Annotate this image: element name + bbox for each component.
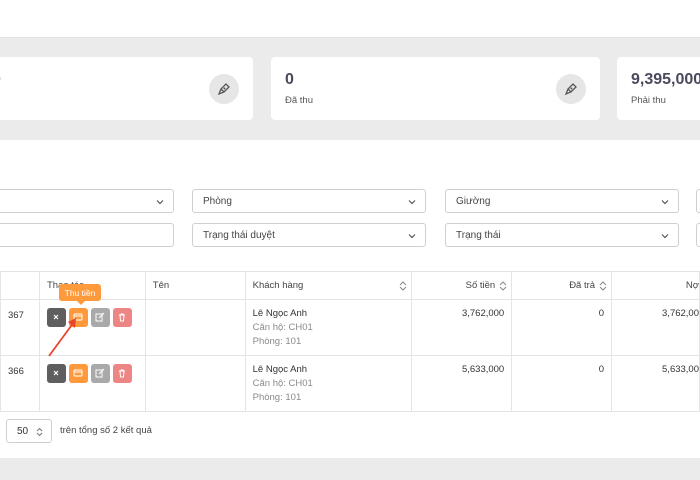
name-cell xyxy=(144,299,246,356)
column-header-code[interactable] xyxy=(0,271,40,300)
bed-select[interactable]: Giường xyxy=(445,189,679,213)
cancel-button[interactable] xyxy=(46,364,66,383)
name-cell xyxy=(144,355,246,412)
customer-cell: Lê Ngọc Anh Căn hộ: CH01 Phòng: 101 xyxy=(244,355,413,412)
top-header-bar xyxy=(0,0,700,38)
paid-cell: 0 xyxy=(511,355,613,412)
filter-select-first[interactable] xyxy=(0,189,174,213)
chevron-down-icon xyxy=(661,234,669,239)
trash-icon xyxy=(119,369,126,378)
stat-value: 0 xyxy=(0,71,1,89)
apartment-label: Căn hộ: CH01 xyxy=(252,322,313,333)
sort-icon[interactable] xyxy=(499,281,507,291)
page-size-value: 50 xyxy=(17,425,29,437)
filter-input-first[interactable] xyxy=(0,223,174,247)
credit-card-icon xyxy=(73,369,83,377)
debt-cell: 5,633,00 xyxy=(611,355,700,412)
chevron-down-icon xyxy=(408,234,416,239)
stat-label: Đã thu xyxy=(285,95,313,106)
column-header-name[interactable]: Tên xyxy=(144,271,246,300)
edit-icon xyxy=(95,312,105,322)
delete-button[interactable] xyxy=(112,364,132,383)
edit-button[interactable] xyxy=(90,364,110,383)
room-select[interactable]: Phòng xyxy=(192,189,426,213)
room-label: Phòng: 101 xyxy=(252,392,302,403)
collect-payment-tooltip: Thu tiền xyxy=(59,284,101,305)
debt-cell: 3,762,00 xyxy=(611,299,700,356)
cancel-button[interactable] xyxy=(46,308,66,327)
filter-input-extra[interactable] xyxy=(696,223,700,247)
customer-name: Lê Ngọc Anh xyxy=(252,308,308,319)
pen-nib-icon xyxy=(556,74,586,104)
stat-card-first: 0 xyxy=(0,57,253,120)
delete-button[interactable] xyxy=(112,308,132,327)
approval-status-select[interactable]: Trạng thái duyệt xyxy=(192,223,426,247)
chevron-down-icon xyxy=(661,200,669,205)
close-icon xyxy=(54,370,59,376)
table-header-row: Thao tác Tên Khách hàng Số tiền Đã trả N… xyxy=(0,271,700,300)
actions-cell xyxy=(38,355,146,412)
filter-select-extra[interactable] xyxy=(696,189,700,213)
sort-icon[interactable] xyxy=(399,281,407,291)
edit-button[interactable] xyxy=(90,308,110,327)
column-header-amount[interactable]: Số tiền xyxy=(411,271,513,300)
credit-card-icon xyxy=(73,313,83,321)
stat-label: Phải thu xyxy=(631,95,666,106)
chevron-down-icon xyxy=(156,200,164,205)
stat-value: 9,395,000 xyxy=(631,71,700,88)
invoice-code[interactable]: 366 xyxy=(0,355,40,412)
page-size-select[interactable]: 50 xyxy=(6,419,52,443)
spinner-arrows-icon xyxy=(36,427,43,437)
column-header-customer[interactable]: Khách hàng xyxy=(244,271,413,300)
result-summary: trên tổng số 2 kết quả xyxy=(60,425,152,436)
edit-icon xyxy=(95,368,105,378)
collect-payment-button[interactable] xyxy=(68,364,88,383)
column-header-paid[interactable]: Đã trả xyxy=(511,271,613,300)
sort-icon[interactable] xyxy=(599,281,607,291)
trash-icon xyxy=(119,313,126,322)
close-icon xyxy=(54,314,59,320)
stat-card-collected: 0 Đã thu xyxy=(271,57,600,120)
stat-value: 0 xyxy=(285,71,294,88)
column-header-debt[interactable]: Nợ xyxy=(611,271,700,300)
select-value: Giường xyxy=(456,195,491,207)
table-row: 366 Lê Ngọc Anh Căn hộ: CH01 Phòng: 101 … xyxy=(0,355,700,412)
customer-name: Lê Ngọc Anh xyxy=(252,364,308,375)
invoice-table: Thao tác Tên Khách hàng Số tiền Đã trả N… xyxy=(0,271,700,412)
room-label: Phòng: 101 xyxy=(252,336,302,347)
list-panel: Phòng Giường Trạng thái duyệt Trạng thái… xyxy=(0,140,700,458)
paid-cell: 0 xyxy=(511,299,613,356)
customer-cell: Lê Ngọc Anh Căn hộ: CH01 Phòng: 101 xyxy=(244,299,413,356)
select-value: Trạng thái duyệt xyxy=(203,229,275,241)
select-value: Trạng thái xyxy=(456,229,501,241)
stat-card-receivable: 9,395,000 Phải thu xyxy=(617,57,700,120)
amount-cell: 5,633,000 xyxy=(411,355,513,412)
status-select[interactable]: Trạng thái xyxy=(445,223,679,247)
amount-cell: 3,762,000 xyxy=(411,299,513,356)
invoice-code[interactable]: 367 xyxy=(0,299,40,356)
chevron-down-icon xyxy=(408,200,416,205)
pen-nib-icon xyxy=(209,74,239,104)
select-value: Phòng xyxy=(203,195,232,207)
pointer-arrow-icon xyxy=(48,318,76,357)
apartment-label: Căn hộ: CH01 xyxy=(252,378,313,389)
table-row: 367 Lê Ngọc Anh Căn hộ: CH01 Phòng: 101 … xyxy=(0,299,700,356)
